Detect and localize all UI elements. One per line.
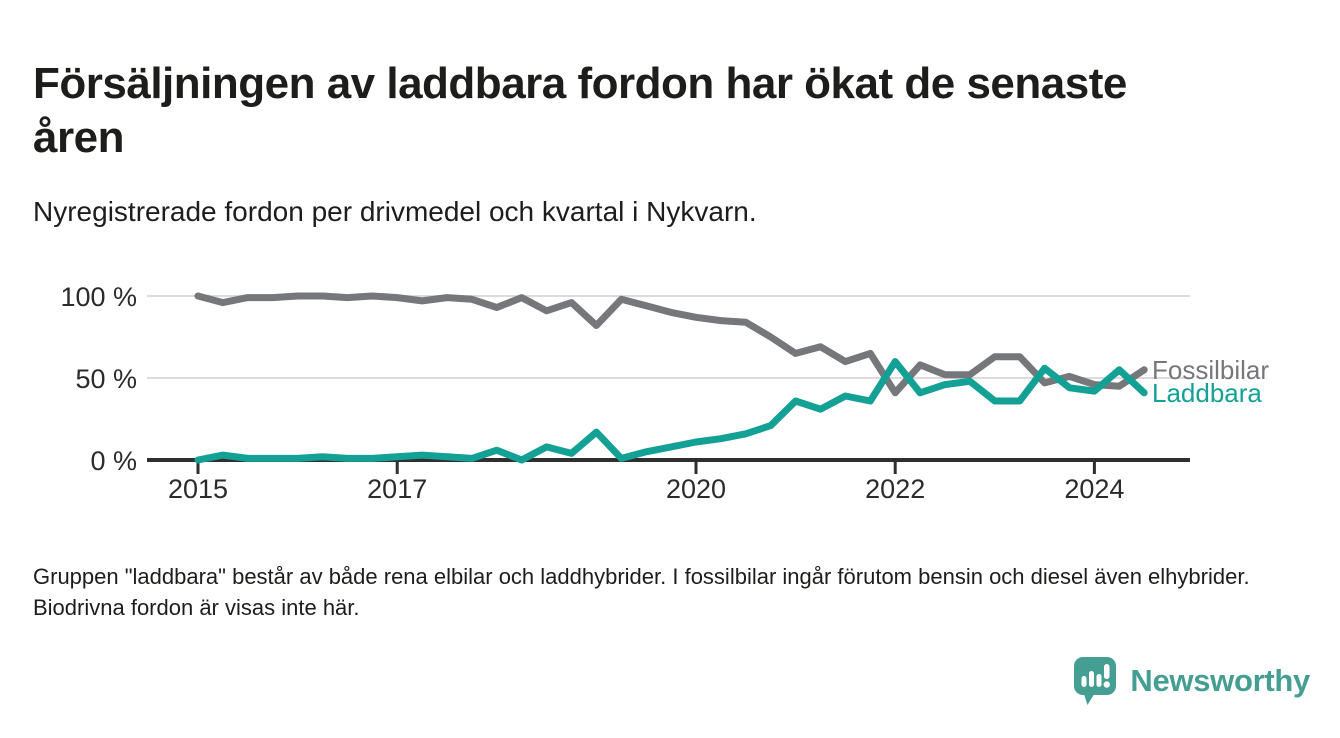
page-title: Försäljningen av laddbara fordon har öka… (33, 57, 1303, 164)
newsworthy-wordmark: Newsworthy (1130, 663, 1310, 698)
x-axis-tick-label: 2017 (367, 474, 427, 504)
title-line-1: Försäljningen av laddbara fordon har öka… (33, 59, 1127, 109)
newsworthy-bubble-icon (1074, 657, 1117, 705)
legend-label-fossilbilar: Fossilbilar (1152, 355, 1269, 385)
newsworthy-logo: Newsworthy (1072, 656, 1310, 706)
x-axis-tick-label: 2024 (1064, 474, 1124, 504)
x-axis-tick-label: 2022 (865, 474, 925, 504)
laddbara-line (194, 358, 1148, 464)
legend-label-laddbara: Laddbara (1152, 378, 1262, 408)
x-axis-tick-label: 2015 (168, 474, 228, 504)
title-line-2: åren (33, 113, 124, 163)
y-axis-tick-label: 100 % (60, 282, 137, 312)
chart-subtitle: Nyregistrerade fordon per drivmedel och … (33, 196, 757, 227)
chart-footnote: Gruppen "laddbara" består av både rena e… (33, 564, 1250, 621)
y-axis-tick-label: 0 % (90, 446, 137, 476)
y-axis-tick-label: 50 % (75, 364, 137, 394)
fossilbilar-line (194, 292, 1148, 397)
x-axis-tick-label: 2020 (666, 474, 726, 504)
